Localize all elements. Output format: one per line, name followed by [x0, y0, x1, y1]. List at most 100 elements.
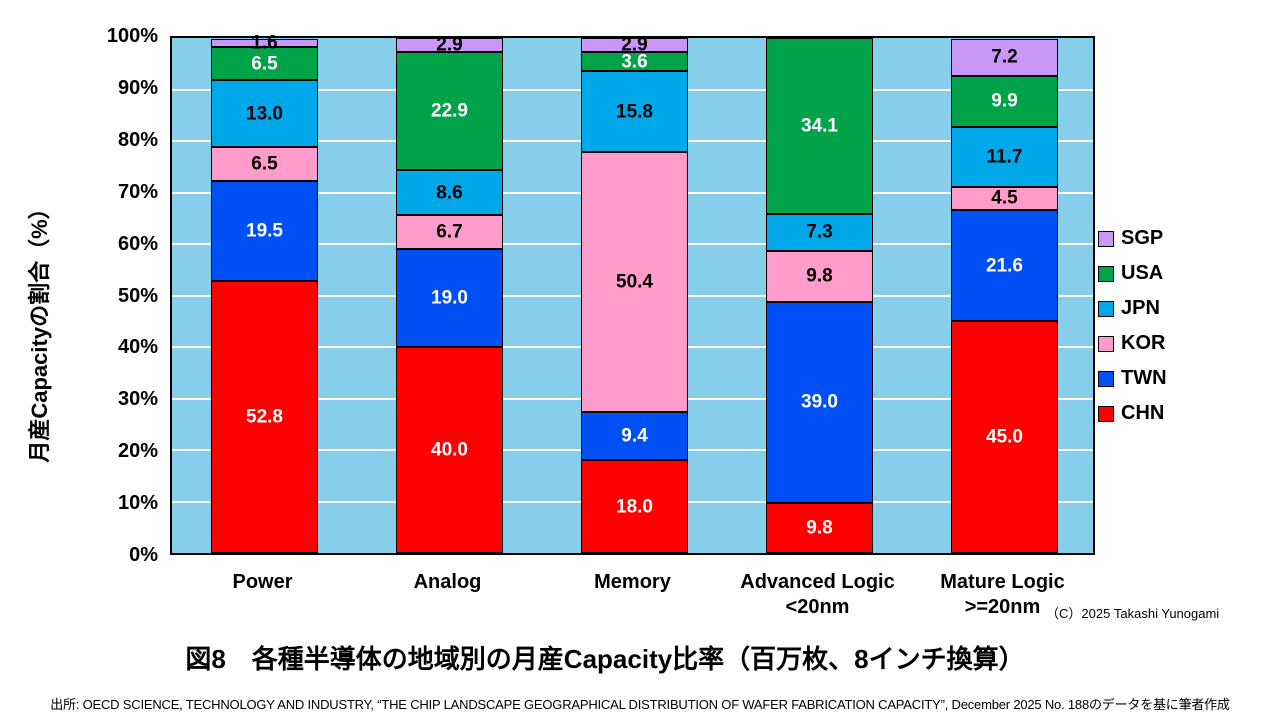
legend-swatch-chn	[1098, 405, 1114, 422]
bar-value-label: 50.4	[616, 271, 653, 293]
bar-segment-kor	[951, 186, 1058, 211]
bar-value-label: 8.6	[436, 182, 463, 203]
y-tick-label: 40%	[117, 336, 158, 359]
legend: SGP USA JPN KOR TWN CHN	[1098, 228, 1167, 438]
bar-value-label: 6.5	[251, 153, 278, 175]
bar-segment-sgp	[211, 38, 318, 47]
legend-label: JPN	[1121, 297, 1160, 319]
legend-swatch-kor	[1098, 335, 1114, 352]
bar-segment-usa	[766, 38, 873, 214]
bar-value-label: 40.0	[431, 439, 468, 461]
x-category-label-line: Power	[232, 571, 293, 593]
y-tick-label: 90%	[117, 76, 158, 99]
chart-title: 図8 各種半導体の地域別の月産Capacity比率（百万枚、8インチ換算）	[185, 644, 1025, 674]
y-tick-label: 50%	[117, 284, 158, 307]
y-tick-label: 0%	[129, 544, 158, 566]
y-axis-title: 月産Capacityの割合（%）	[27, 197, 52, 463]
y-tick-label: 80%	[117, 128, 158, 151]
x-category-label-line: <20nm	[785, 596, 850, 618]
bar-segment-sgp	[581, 37, 688, 53]
bar-value-label: 4.5	[991, 187, 1018, 209]
legend-item-sgp: SGP	[1098, 228, 1167, 249]
legend-label: CHN	[1121, 402, 1165, 424]
x-category-label: Mature Logic >=20nm	[910, 570, 1095, 620]
y-tick-label: 10%	[117, 492, 158, 515]
bar-value-label: 6.7	[436, 221, 463, 243]
bar-value-label: 2.9	[436, 34, 463, 56]
bar-value-label: 11.7	[986, 146, 1023, 168]
bar-value-label: 3.6	[621, 51, 648, 73]
bar-advanced-logic: 9.8 39.0 9.8 7.3 34.1	[766, 38, 873, 553]
y-tick-label: 70%	[117, 180, 158, 203]
legend-item-kor: KOR	[1098, 333, 1167, 354]
bar-mature-logic: 45.0 21.6 4.5 11.7 9.9 7.2	[951, 38, 1058, 553]
x-category-label-line: Mature Logic	[940, 571, 1065, 593]
bar-value-label: 9.4	[621, 425, 648, 447]
legend-label: SGP	[1121, 227, 1164, 249]
bar-segment-jpn	[766, 213, 873, 252]
bar-value-label: 9.8	[806, 517, 833, 539]
bar-segment-sgp	[951, 38, 1058, 76]
bar-value-label: 52.8	[246, 406, 283, 428]
bar-segment-twn	[951, 210, 1058, 322]
bar-value-label: 7.2	[991, 46, 1018, 68]
bar-segment-twn	[396, 249, 503, 347]
x-category-label-line: Advanced Logic	[740, 571, 895, 593]
bar-value-label: 15.8	[616, 101, 653, 123]
legend-swatch-jpn	[1098, 300, 1114, 317]
legend-item-twn: TWN	[1098, 368, 1167, 389]
bar-value-label: 9.8	[806, 265, 833, 287]
bar-memory: 18.0 9.4 50.4 15.8 3.6 2.9	[581, 35, 688, 553]
legend-swatch-twn	[1098, 370, 1114, 387]
x-category-label-line: >=20nm	[964, 596, 1041, 618]
y-tick-label: 30%	[117, 388, 158, 411]
bar-value-label: 34.1	[801, 115, 838, 137]
x-category-label-line: Memory	[594, 571, 671, 593]
bar-value-label: 19.0	[431, 287, 468, 309]
bar-value-label: 19.5	[246, 220, 283, 242]
bar-segment-usa	[396, 52, 503, 171]
bar-segment-kor	[396, 214, 503, 250]
bar-segment-chn	[766, 502, 873, 553]
bar-segment-twn	[766, 301, 873, 503]
plot-area: 52.8 19.5 6.5 13.0 6.5 1.6 40.0 19.0 6.7 8.6 22.9 2…	[170, 33, 1095, 555]
bar-analog: 40.0 19.0 6.7 8.6 22.9 2.9	[396, 35, 503, 553]
bar-segment-sgp	[396, 37, 503, 53]
legend-item-chn: CHN	[1098, 403, 1167, 424]
bar-segment-chn	[396, 347, 503, 553]
bar-value-label: 1.6	[251, 32, 278, 54]
bar-segment-twn	[211, 180, 318, 282]
bar-power: 52.8 19.5 6.5 13.0 6.5 1.6	[211, 33, 318, 553]
bar-value-label: 13.0	[246, 103, 283, 125]
x-category-label: Power	[170, 570, 355, 595]
bar-segment-kor	[766, 251, 873, 302]
bar-value-label: 39.0	[801, 391, 838, 413]
y-tick-label: 20%	[117, 440, 158, 463]
legend-item-jpn: JPN	[1098, 298, 1167, 319]
bar-segment-twn	[581, 411, 688, 461]
legend-item-usa: USA	[1098, 263, 1167, 284]
bar-segment-chn	[951, 321, 1058, 553]
bar-segment-jpn	[581, 70, 688, 153]
bar-segment-kor	[581, 152, 688, 412]
x-category-label-line: Analog	[413, 571, 482, 593]
y-tick-label: 100%	[106, 25, 158, 47]
bar-value-label: 45.0	[986, 426, 1023, 448]
bar-segment-kor	[211, 147, 318, 181]
legend-label: TWN	[1121, 367, 1167, 389]
legend-label: KOR	[1121, 332, 1166, 354]
bar-value-label: 7.3	[806, 221, 833, 243]
bar-segment-chn	[581, 460, 688, 553]
bar-segment-usa	[581, 52, 688, 71]
bar-segment-usa	[211, 46, 318, 81]
source-text: 出所: OECD SCIENCE, TECHNOLOGY AND INDUSTR…	[50, 697, 1230, 712]
bar-value-label: 22.9	[431, 100, 468, 122]
bar-value-label: 6.5	[251, 53, 278, 74]
bar-segment-chn	[211, 281, 318, 553]
bar-segment-jpn	[211, 80, 318, 148]
bar-segment-usa	[951, 75, 1058, 127]
bar-value-label: 2.9	[621, 34, 648, 56]
copyright-text: （C）2025 Takashi Yunogami	[1046, 606, 1220, 621]
y-tick-label: 60%	[117, 232, 158, 255]
